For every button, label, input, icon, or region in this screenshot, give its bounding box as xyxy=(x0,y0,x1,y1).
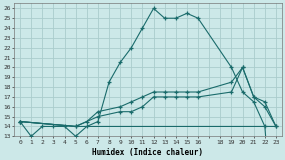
X-axis label: Humidex (Indice chaleur): Humidex (Indice chaleur) xyxy=(93,148,203,156)
